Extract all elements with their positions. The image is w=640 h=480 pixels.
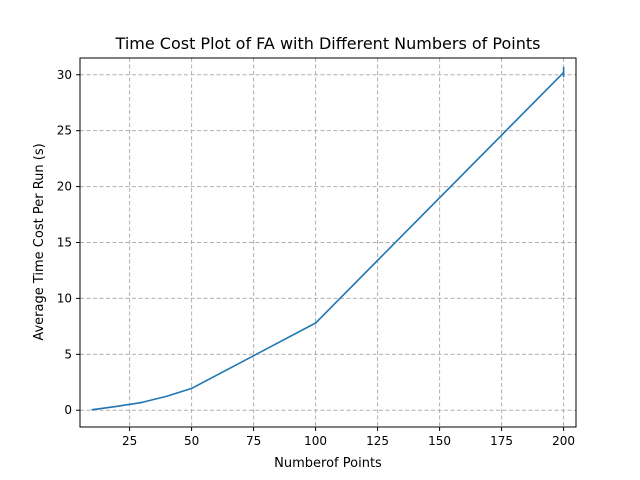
y-tick-label-1: 5 [64,347,72,361]
y-axis-label: Average Time Cost Per Run (s) [32,143,47,340]
axis-ticks: 25 50 75 100 125 150 175 200 0 5 10 15 20 25 30 [57,68,575,448]
series-line-0 [91,71,565,411]
chart-title: Time Cost Plot of FA with Different Numb… [115,34,541,53]
x-axis-label: Numberof Points [274,456,382,471]
x-tick-label-7: 200 [552,434,575,448]
x-tick-label-1: 50 [184,434,199,448]
x-tick-label-3: 100 [304,434,327,448]
x-tick-label-6: 175 [490,434,513,448]
y-tick-label-0: 0 [64,403,72,417]
y-tick-label-4: 20 [57,180,72,194]
y-tick-label-5: 25 [57,124,72,138]
x-tick-label-0: 25 [122,434,137,448]
data-point-0-1 [116,405,118,408]
data-point-0-5 [314,322,317,324]
x-tick-label-4: 125 [366,434,389,448]
x-tick-label-2: 75 [246,434,261,448]
data-point-0-0 [91,408,94,411]
data-point-0-3 [166,395,168,398]
data-point-0-2 [141,401,143,404]
gridlines [80,58,576,427]
y-tick-label-2: 10 [57,291,72,305]
x-tick-label-5: 150 [428,434,451,448]
series-layer [91,66,565,411]
data-point-0-4 [190,387,193,390]
plot-frame [79,57,577,428]
y-tick-label-3: 15 [57,236,72,250]
y-tick-label-6: 30 [57,68,72,82]
